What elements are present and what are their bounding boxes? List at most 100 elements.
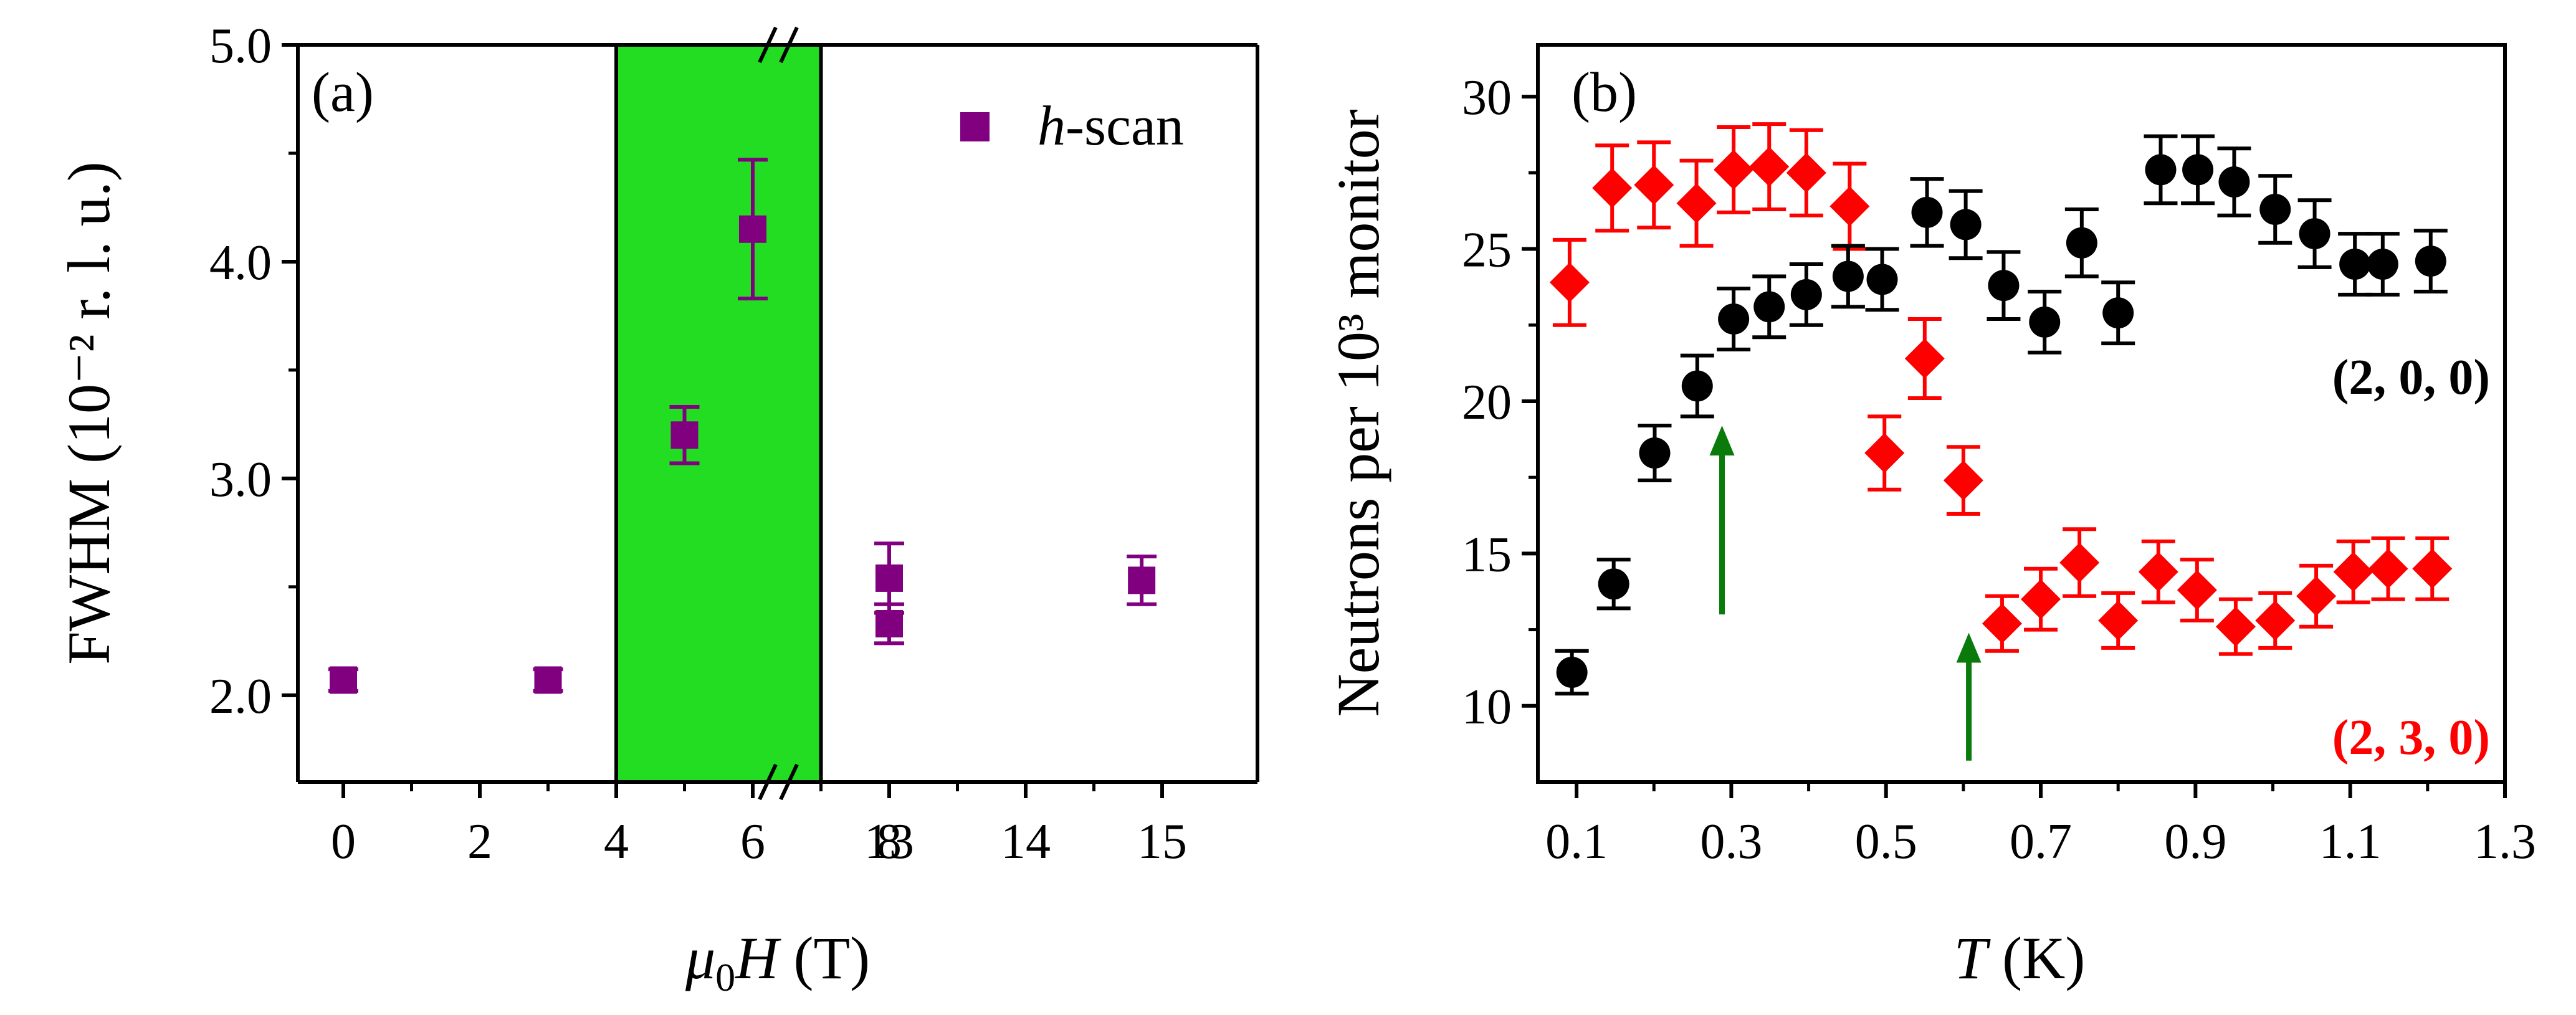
b-y-tick-label: 25 (1462, 223, 1512, 278)
b-data-point-200 (1717, 287, 1751, 351)
b-x-tick-label: 1.3 (2474, 814, 2536, 869)
b-marker-diamond (1749, 146, 1790, 187)
b-marker-circle (1988, 270, 2020, 302)
b-marker-diamond (1864, 433, 1905, 474)
a-marker-square (875, 564, 903, 592)
b-marker-circle (2102, 297, 2134, 329)
panel-a: 0 2 4 6 813 14 15 2.0 3.0 4.0 5.0 (a) h-scan FWHM … (55, 19, 1259, 999)
b-marker-diamond (2412, 548, 2453, 589)
b-data-point-200 (2101, 280, 2135, 346)
b-x-tick-label: 0.3 (1700, 814, 1762, 869)
a-data-point (533, 666, 563, 694)
b-marker-diamond (1592, 168, 1633, 208)
b-data-point-200 (1638, 424, 1672, 483)
b-marker-circle (1718, 303, 1750, 335)
b-marker-diamond (1714, 150, 1754, 190)
a-data-point (1127, 555, 1157, 606)
b-data-point-230 (2138, 539, 2178, 604)
b-marker-diamond (2059, 543, 2100, 583)
a-data-point (328, 666, 358, 694)
a-highlight-region (614, 43, 823, 784)
a-marker-square (739, 215, 766, 243)
b-marker-circle (1832, 260, 1864, 292)
b-y-tick-label: 10 (1462, 680, 1512, 735)
b-xlabel-unit: (K) (1987, 925, 2085, 991)
b-marker-circle (1790, 279, 1822, 310)
b-ylabel: Neutrons per 10³ monitor (1325, 109, 1391, 717)
b-green-arrow (1709, 426, 1735, 615)
b-marker-diamond (1634, 164, 1674, 205)
b-data-point-200 (1752, 274, 1787, 340)
b-marker-circle (2029, 306, 2061, 338)
b-x-tick-label: 1.1 (2319, 814, 2382, 869)
b-data-point-200 (2413, 229, 2448, 293)
b-arrow-head (1709, 426, 1735, 456)
b-marker-circle (1556, 657, 1588, 689)
b-marker-circle (1753, 291, 1785, 323)
a-axis-break-bottom (758, 763, 799, 801)
a-y-tick-label: 2.0 (209, 669, 272, 724)
b-data-point-200 (1831, 244, 1865, 309)
b-data-point-230 (2177, 558, 2217, 622)
b-marker-circle (1681, 370, 1713, 402)
a-x-tick-label: 14 (1001, 814, 1051, 869)
b-data-point-200 (2258, 174, 2292, 245)
b-data-point-200 (2217, 146, 2251, 217)
b-marker-circle (1639, 437, 1671, 469)
a-marker-square (534, 666, 562, 694)
b-marker-diamond (2215, 606, 2256, 647)
b-marker-diamond (2098, 600, 2139, 641)
b-marker-diamond (1676, 183, 1717, 224)
a-legend: h-scan (960, 95, 1184, 157)
a-xlabel-symbol: μ (685, 925, 715, 991)
b-marker-circle (2218, 166, 2250, 198)
b-marker-diamond (2138, 551, 2178, 592)
b-data-point-230 (2333, 539, 2373, 604)
b-data-point-230 (1676, 158, 1717, 248)
b-marker-circle (2259, 193, 2291, 225)
a-y-tick-label: 4.0 (209, 236, 272, 290)
b-marker-circle (2145, 154, 2177, 186)
b-data-point-230 (1749, 122, 1790, 211)
b-marker-diamond (2368, 548, 2408, 589)
b-x-tick-label: 0.9 (2164, 814, 2226, 869)
a-xlabel-var: H (734, 925, 781, 991)
a-x-tick-label: 2 (467, 814, 492, 869)
a-legend-marker (960, 112, 990, 141)
a-marker-square (875, 610, 903, 638)
b-data-point-230 (1943, 445, 1983, 516)
a-x-tick-label: 8 (877, 814, 902, 869)
b-panel-label: (b) (1572, 62, 1637, 123)
b-marker-circle (1911, 196, 1943, 228)
a-data-point (738, 158, 768, 301)
b-data-point-200 (2144, 134, 2178, 206)
b-marker-diamond (1982, 603, 2022, 644)
b-data-point-230 (2296, 563, 2337, 629)
b-data-point-200 (1987, 250, 2021, 321)
b-data-point-230 (1982, 594, 2022, 653)
b-marker-circle (2415, 245, 2446, 277)
b-series-label-230: (2, 3, 0) (2332, 710, 2490, 765)
b-marker-diamond (1549, 262, 1590, 303)
a-x-tick-label: 15 (1137, 814, 1187, 869)
b-xlabel: T (K) (1954, 925, 2086, 991)
a-xlabel-unit: (T) (778, 925, 870, 991)
b-data-point-230 (1904, 317, 1945, 401)
a-marker-square (670, 421, 699, 449)
b-marker-diamond (1829, 186, 1870, 227)
b-marker-diamond (2255, 600, 2296, 641)
b-data-point-200 (2365, 232, 2400, 297)
panel-b: 0.1 0.3 0.5 0.7 0.9 1.1 1.3 10 15 20 25 30 (b) (2, … (1325, 43, 2536, 991)
b-xlabel-var: T (1954, 925, 1992, 991)
b-data-point-200 (1949, 189, 1983, 260)
a-x-tick-label: 6 (740, 814, 765, 869)
b-marker-diamond (2333, 551, 2373, 592)
a-x-tick-label: 13 (864, 814, 914, 869)
b-data-point-230 (1864, 414, 1905, 492)
b-data-point-200 (1680, 353, 1714, 419)
b-data-point-230 (1714, 125, 1754, 214)
b-marker-circle (1866, 264, 1898, 295)
b-marker-circle (2182, 154, 2214, 186)
a-panel-label: (a) (312, 62, 374, 123)
b-marker-diamond (1943, 460, 1983, 501)
